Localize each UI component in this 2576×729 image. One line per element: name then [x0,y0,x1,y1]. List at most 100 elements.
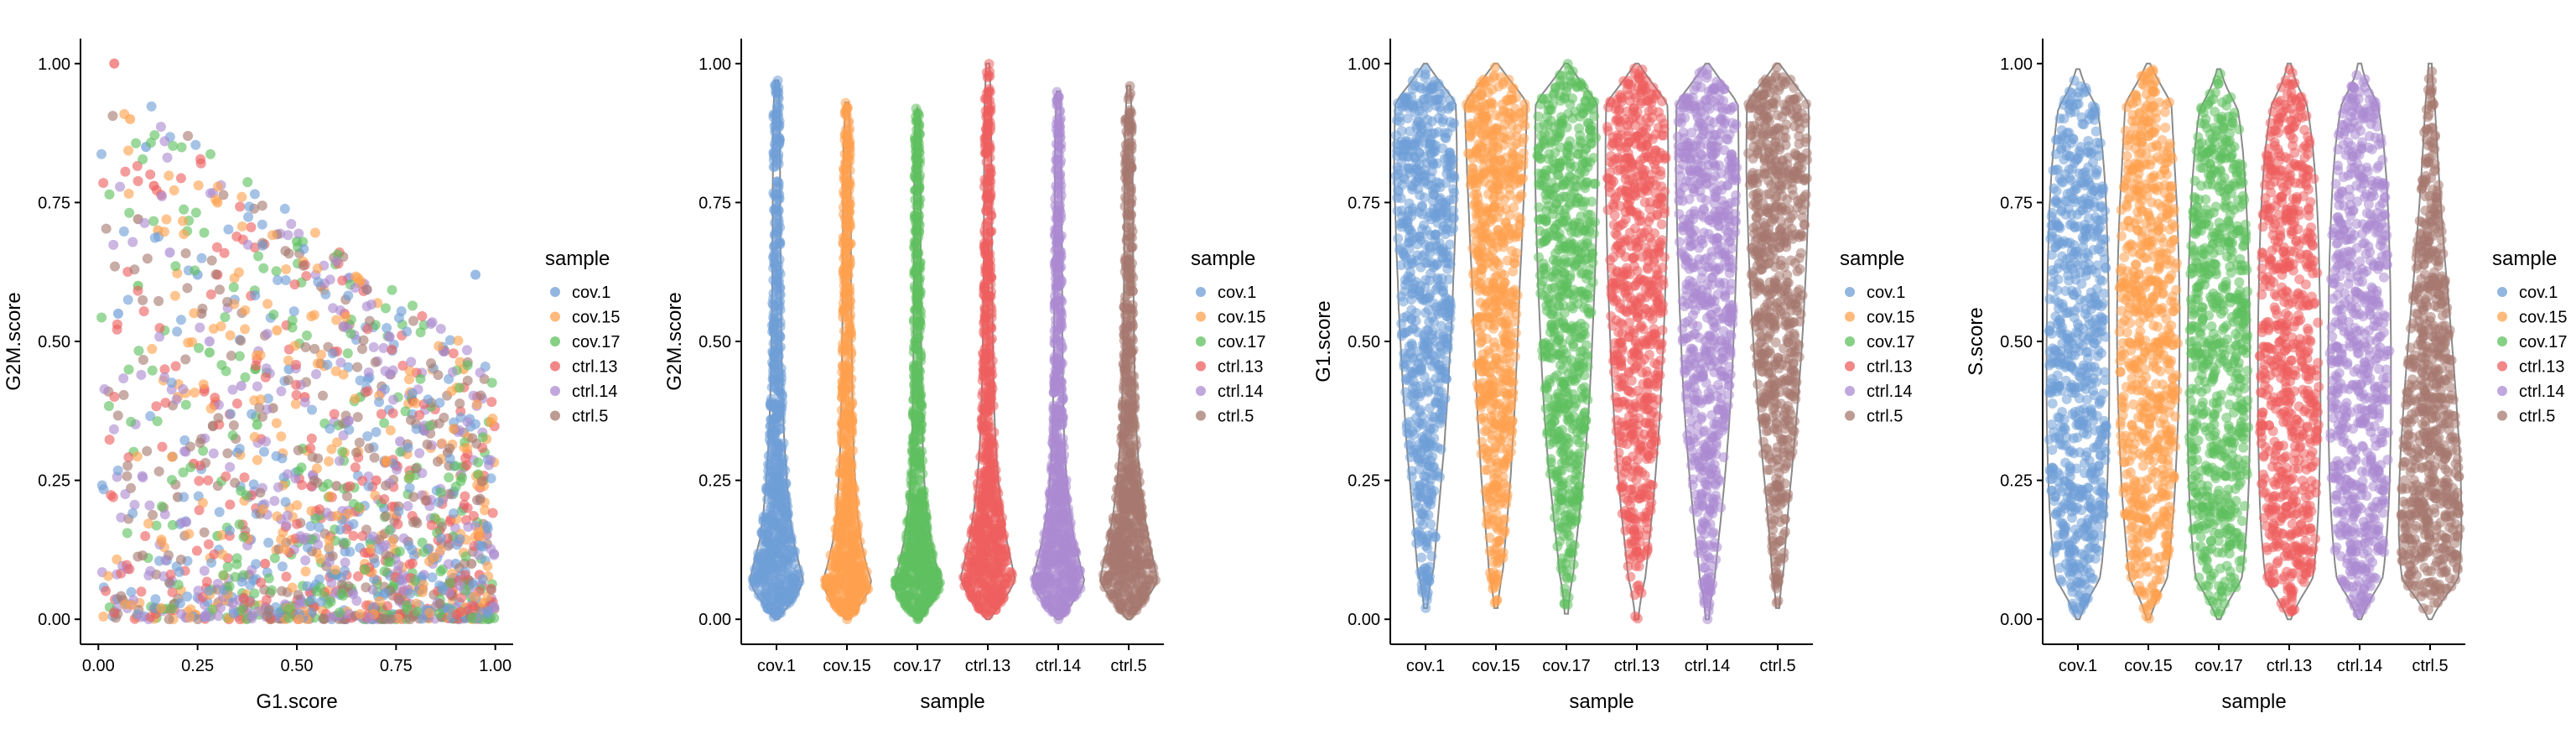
violin-point-ctrl.13 [984,434,994,444]
point-cov.15 [250,432,260,442]
point-ctrl.5 [475,390,486,400]
violin-point-cov.17 [916,391,926,401]
point-cov.1 [486,473,496,483]
point-cov.17 [231,572,241,582]
point-ctrl.14 [369,342,379,352]
point-cov.1 [274,608,284,618]
point-cov.15 [473,528,483,538]
point-ctrl.14 [286,219,296,229]
point-ctrl.14 [116,513,126,523]
violin-point-cov.15 [845,238,855,248]
point-ctrl.5 [180,354,190,364]
point-cov.1 [436,534,446,544]
point-cov.1 [328,348,338,358]
point-cov.1 [325,424,335,434]
point-ctrl.13 [262,595,272,605]
point-ctrl.14 [414,448,424,458]
violin-cov.1 [748,76,805,622]
point-cov.17 [272,266,282,276]
point-ctrl.14 [463,417,473,427]
point-ctrl.14 [227,384,237,394]
point-cov.15 [262,299,273,309]
point-ctrl.14 [276,386,286,396]
point-ctrl.14 [127,237,138,247]
violin-point-cov.1 [777,392,787,402]
point-cov.15 [281,264,291,274]
point-ctrl.13 [160,398,170,408]
point-cov.17 [216,360,226,370]
point-ctrl.5 [406,415,416,425]
point-ctrl.14 [364,612,374,622]
violin-point-cov.17 [917,469,927,479]
point-cov.17 [253,251,263,261]
violin-point-ctrl.13 [980,561,990,571]
point-cov.1 [449,508,459,518]
point-cov.1 [257,220,267,230]
point-cov.15 [292,500,302,510]
point-ctrl.13 [460,570,470,580]
violin-point-cov.1 [762,604,772,614]
x-tick-label: cov.17 [893,657,941,675]
violin-point-cov.15 [838,420,848,430]
point-ctrl.5 [293,590,304,600]
point-cov.15 [252,455,262,465]
violin-cov.15 [820,98,873,624]
violin-point-ctrl.13 [981,124,991,134]
point-cov.1 [251,559,261,569]
violin-point-ctrl.13 [964,550,974,560]
point-cov.17 [199,227,209,237]
violin-point-cov.1 [757,557,767,567]
point-cov.17 [170,261,180,271]
violin-point-cov.15 [839,435,849,445]
point-ctrl.5 [426,358,436,368]
point-cov.17 [410,575,420,586]
violin-point-ctrl.13 [983,275,993,285]
violin-point-cov.1 [771,239,781,249]
violin-point-cov.17 [922,589,932,599]
point-cov.17 [96,313,106,323]
y-tick-label: 0.50 [699,333,731,351]
point-cov.1 [225,525,235,535]
violin-point-cov.17 [915,517,925,527]
point-cov.15 [240,305,250,315]
point-ctrl.5 [181,248,191,258]
point-ctrl.5 [359,336,369,346]
point-ctrl.14 [100,384,110,394]
violin-point-cov.15 [844,199,854,209]
point-cov.1 [229,608,239,618]
point-cov.17 [436,487,446,497]
violin-point-cov.1 [786,534,796,544]
point-ctrl.13 [239,594,249,604]
point-cov.17 [418,547,428,557]
point-cov.15 [272,418,282,428]
y-axis-title: G2M.score [3,292,25,390]
violin-point-cov.1 [773,448,783,458]
point-cov.1 [175,598,185,608]
point-ctrl.14 [326,578,336,588]
violin-point-cov.15 [844,479,854,489]
point-ctrl.14 [262,363,272,373]
violin-point-cov.17 [910,503,920,513]
point-cov.15 [435,545,445,555]
point-ctrl.13 [203,476,213,486]
point-cov.17 [205,149,216,159]
point-ctrl.14 [165,247,175,258]
point-cov.17 [283,604,293,614]
violin-point-ctrl.13 [982,326,992,336]
point-ctrl.13 [330,409,340,419]
point-cov.17 [478,432,488,442]
violin-point-cov.15 [841,178,851,188]
point-cov.15 [324,535,334,545]
point-cov.17 [268,310,278,320]
violin-point-cov.17 [915,425,925,435]
violin-point-cov.17 [910,560,920,570]
point-cov.15 [123,145,133,155]
point-ctrl.14 [350,283,360,293]
violin-point-cov.15 [834,573,844,583]
violin-ctrl.13 [958,59,1017,620]
point-cov.17 [487,378,497,388]
point-ctrl.14 [108,240,118,250]
point-cov.1 [172,326,182,336]
point-ctrl.5 [300,342,310,352]
